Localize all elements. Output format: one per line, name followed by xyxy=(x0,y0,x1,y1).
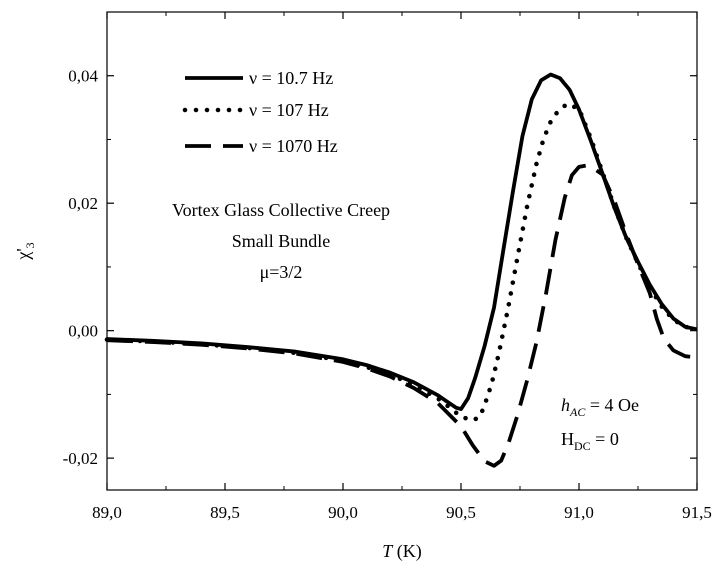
hac-subscript: AC xyxy=(569,405,586,419)
annotation-model-line2: Small Bundle xyxy=(232,231,331,251)
x-tick-label: 89,0 xyxy=(92,503,122,522)
ticks-layer: 89,0 89,5 90,0 90,5 91,0 91,5 -0,02 0,00 0,02 0,0… xyxy=(63,11,712,522)
x-axis-unit: (K) xyxy=(392,541,422,562)
y-axis-symbol: χ' xyxy=(13,248,33,260)
x-tick-label: 91,5 xyxy=(682,503,712,522)
hdc-subscript: DC xyxy=(574,439,591,453)
x-axis-label: T (K) xyxy=(382,541,422,562)
x-tick-label: 89,5 xyxy=(210,503,240,522)
y-axis-label: χ'3 xyxy=(13,242,37,260)
y-axis-subscript: 3 xyxy=(23,242,37,248)
legend-label-2: ν = 107 Hz xyxy=(249,100,329,120)
conditions-annotation: hAC = 4 Oe HDC = 0 xyxy=(561,395,639,453)
annotation-model-line3: μ=3/2 xyxy=(260,262,303,282)
legend-label-3: ν = 1070 Hz xyxy=(249,136,338,156)
annotation-model-line1: Vortex Glass Collective Creep xyxy=(172,200,390,220)
y-tick-label: 0,02 xyxy=(68,194,98,213)
model-annotation: Vortex Glass Collective Creep Small Bund… xyxy=(172,200,390,282)
series-layer xyxy=(104,72,700,468)
y-tick-label: 0,04 xyxy=(68,67,98,86)
annotation-hac: hAC = 4 Oe xyxy=(561,395,639,419)
hac-symbol: h xyxy=(561,395,570,415)
hdc-value: = 0 xyxy=(591,429,619,449)
annotation-hdc: HDC = 0 xyxy=(561,429,619,453)
legend: ν = 10.7 Hz ν = 107 Hz ν = 1070 Hz xyxy=(182,68,338,156)
x-tick-label: 91,0 xyxy=(564,503,594,522)
x-axis-symbol: T xyxy=(382,541,394,561)
series-line-2 xyxy=(104,101,700,423)
hac-value: = 4 Oe xyxy=(585,395,639,415)
y-tick-label: -0,02 xyxy=(63,449,98,468)
legend-label-1: ν = 10.7 Hz xyxy=(249,68,333,88)
y-tick-label: 0,00 xyxy=(68,322,98,341)
series-line-1 xyxy=(106,72,698,411)
x-tick-label: 90,0 xyxy=(328,503,358,522)
series-line-3 xyxy=(106,163,698,468)
hdc-symbol: H xyxy=(561,429,574,449)
x-tick-label: 90,5 xyxy=(446,503,476,522)
plot-frame xyxy=(106,11,698,491)
